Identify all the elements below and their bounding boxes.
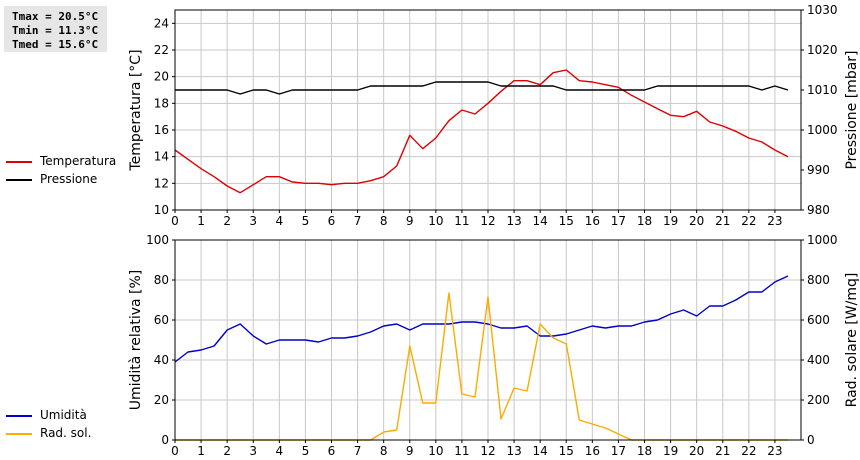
x-tick-label: 7 (354, 214, 362, 228)
x-tick-label: 8 (380, 214, 388, 228)
x-tick-label: 17 (611, 214, 626, 228)
x-tick-label: 18 (637, 444, 652, 458)
stats-box: Tmax = 20.5°C Tmin = 11.3°C Tmed = 15.6°… (4, 6, 107, 52)
x-tick-label: 18 (637, 214, 652, 228)
x-tick-label: 16 (585, 444, 600, 458)
x-tick-label: 7 (354, 444, 362, 458)
x-tick-label: 19 (663, 444, 678, 458)
series-line-pressione (175, 81, 789, 95)
x-tick-label: 11 (454, 444, 469, 458)
x-tick-label: 1 (197, 444, 205, 458)
legend-swatch-rad-sol (6, 433, 32, 435)
x-tick-label: 17 (611, 444, 626, 458)
x-tick-label: 2 (223, 444, 231, 458)
series-line-temperatura (174, 69, 789, 194)
y2-tick-label: 400 (807, 353, 830, 367)
x-tick-label: 5 (302, 444, 310, 458)
x-tick-label: 6 (328, 444, 336, 458)
x-tick-label: 4 (276, 444, 284, 458)
x-tick-label: 3 (249, 444, 257, 458)
x-tick-label: 3 (249, 214, 257, 228)
legend-swatch-umidita (6, 415, 32, 417)
y-tick-label: 18 (154, 96, 169, 110)
legend-swatch-temperatura (6, 161, 32, 163)
x-tick-label: 14 (533, 444, 548, 458)
x-tick-label: 5 (302, 214, 310, 228)
x-tick-label: 6 (328, 214, 336, 228)
y2-tick-label: 1030 (807, 3, 838, 17)
x-tick-label: 4 (276, 214, 284, 228)
x-tick-label: 8 (380, 444, 388, 458)
y2-tick-label: 1020 (807, 43, 838, 57)
y2-tick-label: 600 (807, 313, 830, 327)
x-tick-label: 22 (741, 444, 756, 458)
y-tick-label: 24 (154, 16, 169, 30)
x-tick-label: 14 (533, 214, 548, 228)
chart-1: 0 1 2 3 4 5 6 7 8 9 10 11 12 13 14 15 16 17 18 19 20 21 22 2310… (128, 3, 860, 228)
y2-tick-label: 990 (807, 163, 830, 177)
legend-label-rad-sol: Rad. sol. (40, 426, 92, 440)
y-tick-label: 0 (161, 433, 169, 447)
y-tick-label: 60 (154, 313, 169, 327)
series-line-umidit (174, 275, 789, 363)
x-tick-label: 21 (715, 444, 730, 458)
tmax-label: Tmax = 20.5°C (12, 10, 99, 23)
x-tick-label: 23 (767, 214, 782, 228)
y-tick-label: 20 (154, 393, 169, 407)
y-tick-label: 14 (154, 150, 169, 164)
legend-swatch-pressione (6, 179, 32, 181)
x-tick-label: 23 (767, 444, 782, 458)
x-tick-label: 19 (663, 214, 678, 228)
y2-tick-label: 0 (807, 433, 815, 447)
x-tick-label: 10 (428, 444, 443, 458)
x-tick-label: 16 (585, 214, 600, 228)
x-tick-label: 1 (197, 214, 205, 228)
y-axis-label: Umidità relativa [%] (128, 270, 144, 411)
x-tick-label: 20 (689, 444, 704, 458)
y-tick-label: 10 (154, 203, 169, 217)
x-tick-label: 15 (559, 444, 574, 458)
y-tick-label: 100 (146, 233, 169, 247)
x-tick-label: 20 (689, 214, 704, 228)
x-tick-label: 12 (480, 214, 495, 228)
y2-tick-label: 1000 (807, 123, 838, 137)
x-tick-label: 9 (406, 444, 414, 458)
y2-tick-label: 800 (807, 273, 830, 287)
x-tick-label: 0 (171, 214, 179, 228)
y2-tick-label: 1010 (807, 83, 838, 97)
y-tick-label: 80 (154, 273, 169, 287)
y-tick-label: 20 (154, 70, 169, 84)
y-tick-label: 40 (154, 353, 169, 367)
x-tick-label: 10 (428, 214, 443, 228)
x-tick-label: 21 (715, 214, 730, 228)
legend-label-umidita: Umidità (40, 408, 87, 422)
legend-label-temperatura: Temperatura (40, 154, 117, 168)
y-tick-label: 16 (154, 123, 169, 137)
tmed-label: Tmed = 15.6°C (12, 38, 99, 51)
x-tick-label: 12 (480, 444, 495, 458)
x-tick-label: 13 (506, 214, 521, 228)
tmin-label: Tmin = 11.3°C (12, 24, 99, 37)
y-axis-label: Temperatura [°C] (128, 49, 144, 171)
x-tick-label: 2 (223, 214, 231, 228)
y-tick-label: 22 (154, 43, 169, 57)
x-tick-label: 13 (506, 444, 521, 458)
x-tick-label: 15 (559, 214, 574, 228)
y2-tick-label: 200 (807, 393, 830, 407)
legend-label-pressione: Pressione (40, 172, 98, 186)
y2-axis-label: Pressione [mbar] (844, 50, 860, 169)
x-tick-label: 0 (171, 444, 179, 458)
x-tick-label: 9 (406, 214, 414, 228)
chart-2: 0 1 2 3 4 5 6 7 8 9 10 11 12 13 14 15 16 17 18 19 20 21 22 2302… (128, 233, 860, 458)
y2-axis-label: Rad. solare [W/mq] (844, 273, 860, 408)
x-tick-label: 22 (741, 214, 756, 228)
y2-tick-label: 1000 (807, 233, 838, 247)
x-tick-label: 11 (454, 214, 469, 228)
y-tick-label: 12 (154, 176, 169, 190)
y2-tick-label: 980 (807, 203, 830, 217)
